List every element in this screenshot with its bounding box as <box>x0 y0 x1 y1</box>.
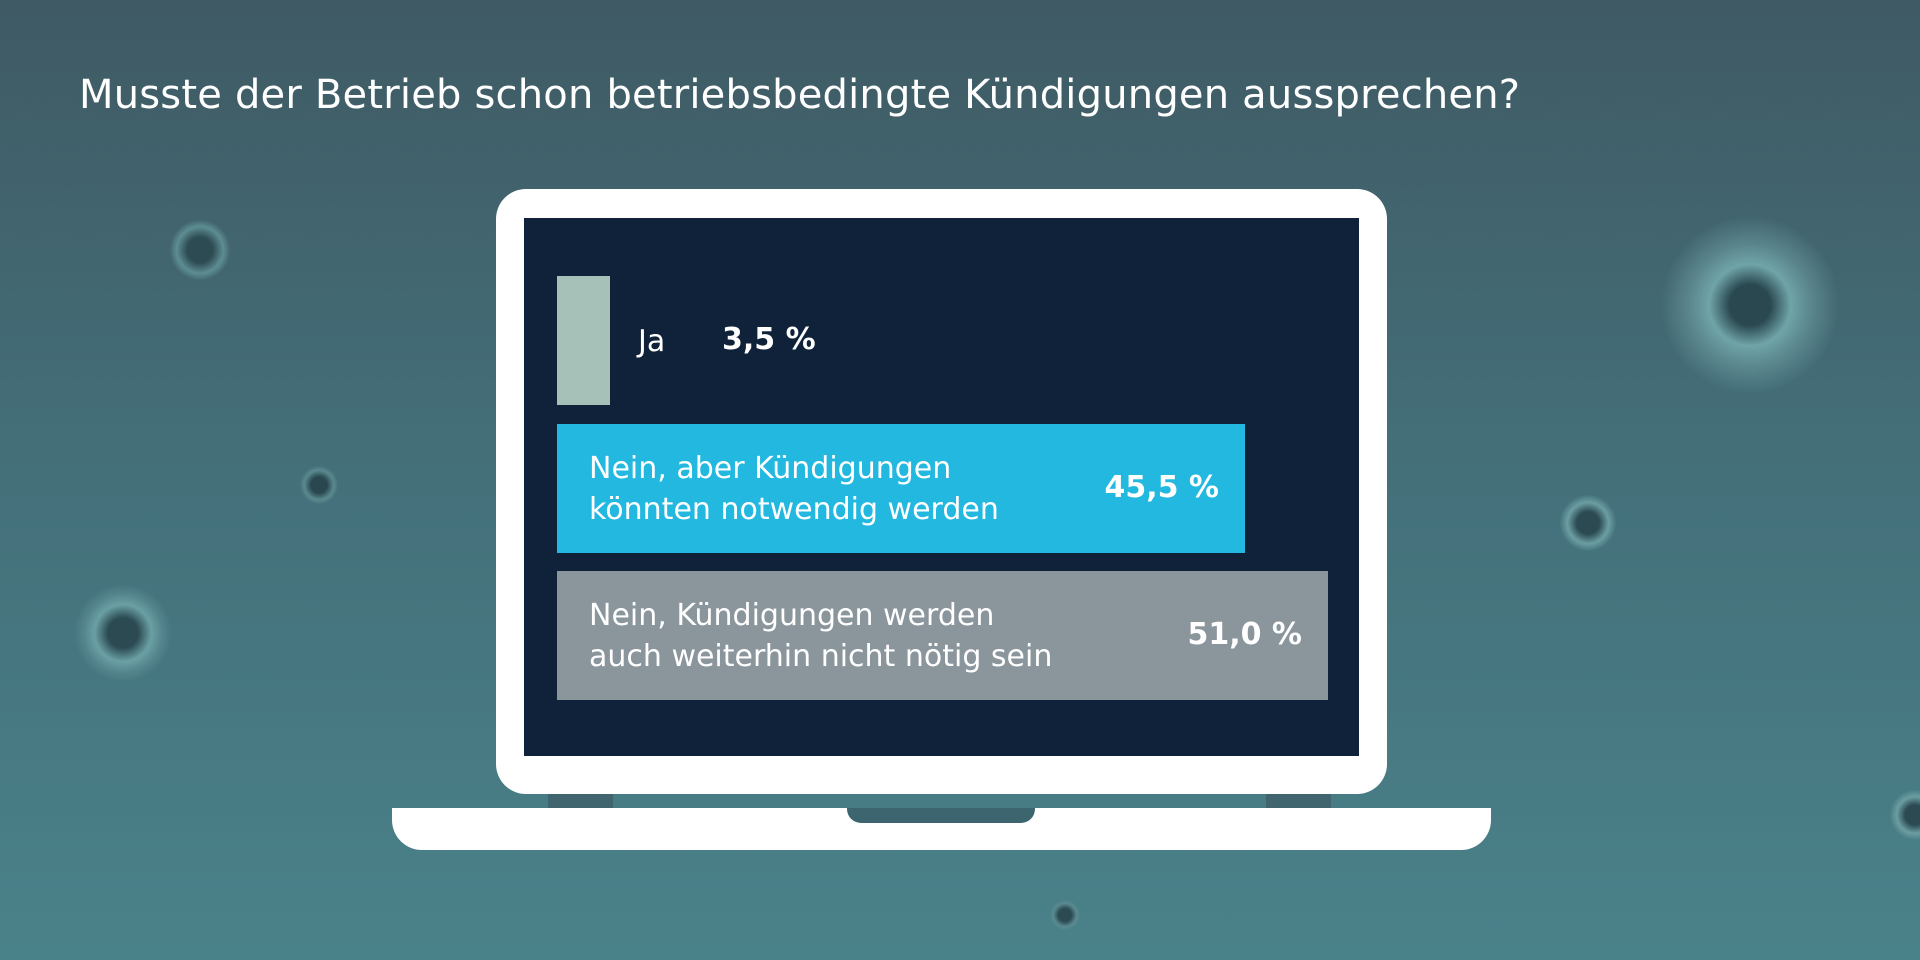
bar-value-label-1: 3,5 % <box>722 321 816 357</box>
bar-2 <box>557 424 1245 553</box>
bar-label-3: Nein, Kündigungen werden auch weiterhin n… <box>589 597 1053 674</box>
laptop-hinge-left <box>548 794 613 808</box>
bar-label-2: Nein, aber Kündigungen könnten notwendig … <box>589 450 999 527</box>
virus-decoration-icon <box>170 220 230 280</box>
virus-decoration-icon <box>1890 790 1920 840</box>
bar-label-1: Ja <box>638 323 666 359</box>
virus-decoration-icon <box>300 466 338 504</box>
bar-value-label-3: 51,0 % <box>1187 616 1302 652</box>
laptop-hinge-right <box>1266 794 1331 808</box>
laptop-notch <box>847 808 1035 823</box>
bar-3 <box>557 571 1328 700</box>
chart-title: Musste der Betrieb schon betriebsbedingt… <box>79 72 1521 118</box>
virus-decoration-icon <box>1050 900 1080 930</box>
bar-value-label-2: 45,5 % <box>1104 469 1219 505</box>
virus-decoration-icon <box>1660 215 1840 395</box>
bar-1 <box>557 276 610 405</box>
virus-decoration-icon <box>1560 495 1616 551</box>
virus-decoration-icon <box>75 585 171 681</box>
